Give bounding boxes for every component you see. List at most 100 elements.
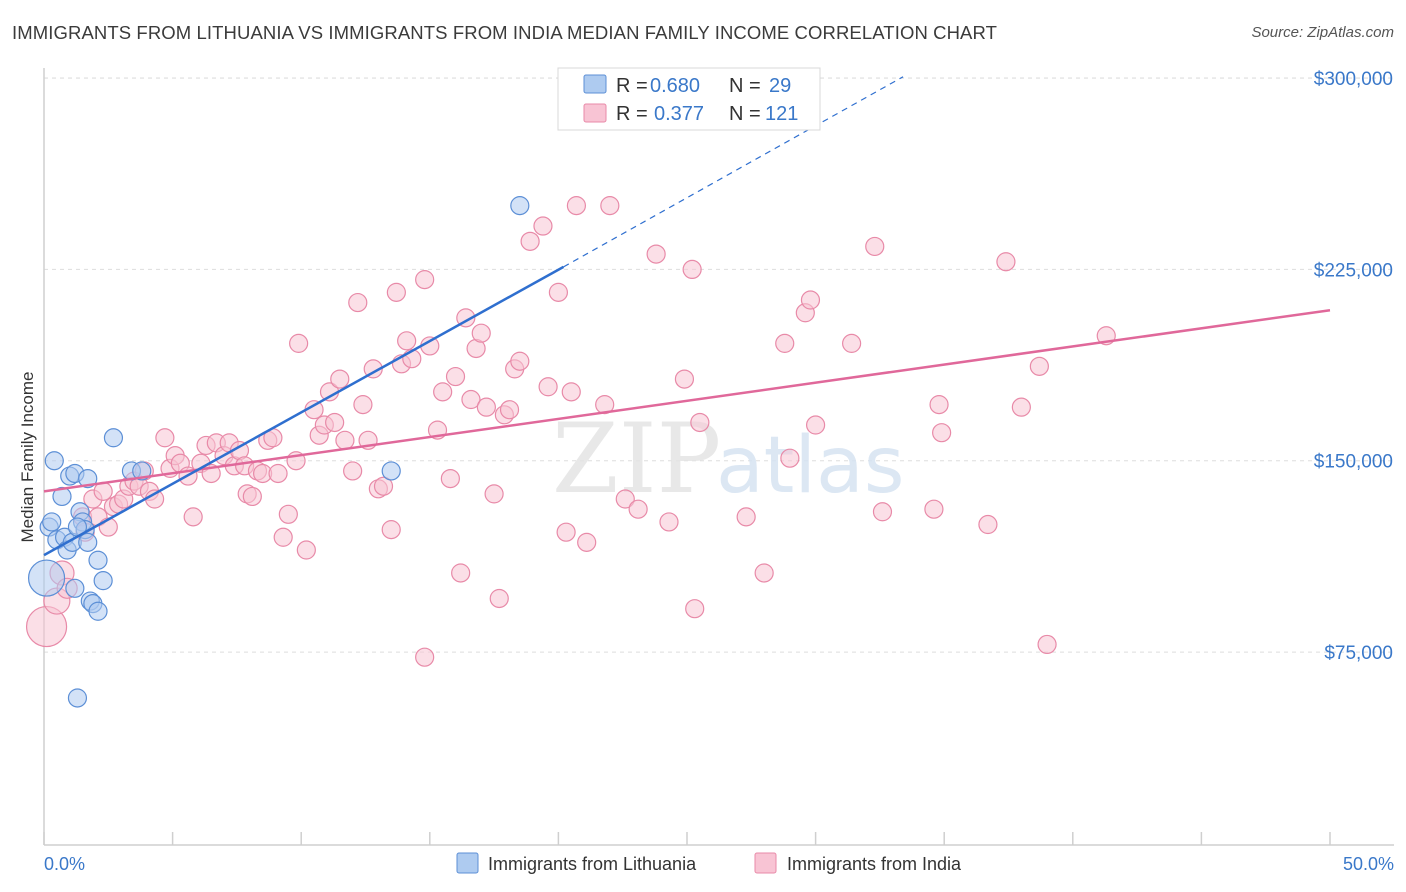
- india-point: [278, 504, 298, 524]
- india-point: [183, 507, 203, 527]
- india-point: [932, 423, 952, 443]
- india-point: [775, 333, 795, 353]
- india-point: [451, 563, 471, 583]
- india-point: [489, 588, 509, 609]
- lithuania-point: [88, 601, 108, 621]
- india-point: [600, 196, 620, 216]
- lithuania-point: [44, 451, 64, 471]
- watermark-atlas: atlas: [716, 421, 905, 511]
- india-point: [289, 333, 309, 353]
- legend-n-value-lithuania: 29: [769, 75, 791, 97]
- india-point: [353, 395, 373, 415]
- india-point: [736, 507, 756, 527]
- x-axis-ticks: [43, 832, 1331, 845]
- lithuania-point: [103, 428, 124, 448]
- india-point: [325, 412, 345, 433]
- india-point: [348, 292, 368, 313]
- india-point: [155, 428, 175, 448]
- india-point: [996, 252, 1016, 272]
- lithuania-point: [510, 196, 530, 216]
- india-point: [682, 259, 702, 279]
- india-point: [373, 476, 394, 496]
- bottom-legend-swatch-lithuania: [456, 852, 479, 874]
- india-point: [566, 196, 587, 216]
- x-tick-label-min: 0.0%: [44, 854, 85, 874]
- lithuania-point: [381, 461, 401, 481]
- y-tick-label: $225,000: [1314, 260, 1393, 281]
- india-point: [510, 351, 530, 371]
- india-point: [296, 540, 316, 560]
- india-trend-line: [43, 308, 1331, 493]
- lithuania-point: [132, 461, 152, 481]
- y-tick-label: $300,000: [1314, 69, 1393, 90]
- india-point: [476, 397, 496, 417]
- lithuania-point: [42, 512, 62, 532]
- india-point: [268, 463, 288, 484]
- india-point: [556, 522, 576, 542]
- legend-r-label-lithuania: R =: [616, 75, 648, 97]
- lithuania-point: [78, 468, 98, 489]
- india-series: [25, 196, 1116, 667]
- stats-legend: R = 0.680 N = 29 R = 0.377 N = 121: [557, 67, 821, 131]
- lithuania-trend-line: [43, 265, 565, 557]
- trend-lines: [43, 76, 1331, 557]
- india-point: [330, 369, 350, 389]
- lithuania-point: [88, 550, 108, 570]
- chart-title: IMMIGRANTS FROM LITHUANIA VS IMMIGRANTS …: [12, 22, 998, 43]
- lithuania-point: [93, 571, 113, 591]
- legend-n-value-india: 121: [765, 103, 798, 125]
- bottom-legend-label-lithuania: Immigrants from Lithuania: [488, 854, 697, 874]
- india-point: [1037, 634, 1057, 655]
- series-legend: Immigrants from Lithuania Immigrants fro…: [456, 852, 962, 874]
- india-point: [335, 430, 355, 450]
- india-point: [273, 527, 293, 547]
- india-point: [659, 512, 679, 532]
- india-point: [397, 331, 417, 351]
- legend-swatch-india: [583, 103, 607, 123]
- y-tick-label: $75,000: [1324, 643, 1393, 664]
- legend-r-value-india: 0.377: [654, 103, 704, 125]
- india-point: [445, 366, 466, 387]
- india-point: [1011, 397, 1031, 417]
- lithuania-point: [52, 486, 72, 507]
- india-point: [1029, 356, 1049, 376]
- india-point: [615, 489, 635, 509]
- india-point: [978, 514, 998, 535]
- legend-r-value-lithuania: 0.680: [650, 75, 700, 97]
- india-point: [538, 377, 558, 397]
- india-point: [461, 389, 481, 410]
- india-point: [548, 282, 569, 302]
- india-point: [646, 244, 666, 264]
- lithuania-point: [78, 532, 98, 552]
- india-point: [343, 461, 363, 481]
- legend-n-label-india: N =: [729, 103, 761, 125]
- india-point: [754, 563, 774, 583]
- india-point: [929, 395, 949, 415]
- india-point: [690, 412, 710, 433]
- india-point: [842, 333, 862, 353]
- y-tick-labels: $75,000 $150,000 $225,000 $300,000: [1314, 69, 1393, 664]
- lithuania-point: [65, 578, 85, 598]
- bottom-legend-swatch-india: [754, 852, 777, 874]
- india-point: [386, 282, 406, 302]
- india-point: [363, 359, 383, 379]
- india-point: [780, 448, 800, 468]
- india-point: [520, 231, 540, 251]
- legend-r-label-india: R =: [616, 103, 648, 125]
- watermark: ZIP atlas: [552, 403, 905, 515]
- x-tick-label-max: 50.0%: [1343, 854, 1394, 874]
- india-point: [433, 382, 453, 402]
- lithuania-point: [27, 559, 66, 597]
- lithuania-point: [67, 688, 88, 708]
- india-point: [561, 382, 581, 402]
- india-point: [499, 400, 520, 420]
- india-point: [415, 647, 435, 667]
- india-point: [865, 236, 885, 257]
- india-point: [924, 499, 944, 519]
- india-point: [415, 270, 435, 290]
- india-point: [800, 290, 821, 310]
- india-point: [471, 323, 491, 343]
- gridlines: [44, 77, 1394, 653]
- india-point: [685, 599, 705, 619]
